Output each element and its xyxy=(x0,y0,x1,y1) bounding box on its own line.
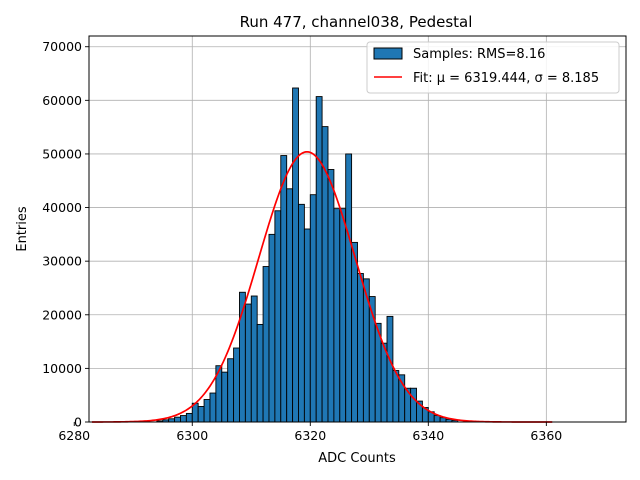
legend-swatch-histogram xyxy=(373,47,403,60)
histogram-bar xyxy=(244,303,252,423)
histogram-bar xyxy=(262,266,270,423)
histogram-bar xyxy=(209,392,217,423)
fit-curve-group xyxy=(91,150,553,423)
histogram-bar xyxy=(357,273,364,423)
chart-title: Run 477, channel038, Pedestal xyxy=(240,13,473,31)
y-tick-label: 70000 xyxy=(42,39,82,54)
histogram-bar xyxy=(274,210,282,423)
histogram-bar xyxy=(233,347,240,423)
histogram-bars xyxy=(156,87,459,423)
histogram-bar xyxy=(410,387,417,423)
fit-curve xyxy=(91,150,553,423)
histogram-bar xyxy=(303,228,311,423)
x-tick-label: 6340 xyxy=(412,428,444,443)
y-tick-label: 20000 xyxy=(42,307,82,322)
x-tick-label: 6300 xyxy=(176,428,208,443)
histogram-bar xyxy=(227,358,235,423)
x-tick-label: 6280 xyxy=(58,428,90,443)
histogram-bar xyxy=(180,415,187,423)
histogram-bar xyxy=(174,416,181,423)
histogram-bar xyxy=(380,342,388,423)
histogram-bar xyxy=(386,315,394,423)
histogram-bar xyxy=(392,370,400,423)
x-tick-label: 6320 xyxy=(294,428,326,443)
histogram-bar xyxy=(327,169,335,423)
x-axis-label: ADC Counts xyxy=(318,451,396,466)
y-tick-label: 60000 xyxy=(42,93,82,108)
legend-box xyxy=(366,41,620,94)
histogram-bar xyxy=(333,208,341,423)
y-tick-label: 30000 xyxy=(42,254,82,269)
x-tick-label: 6360 xyxy=(530,428,562,443)
histogram-bar xyxy=(345,153,353,423)
y-tick-label: 0 xyxy=(74,415,82,430)
histogram-bar xyxy=(339,208,347,423)
axis-ticks: 6280 6300 6320 6340 6360 0 10000 20000 30000 4000… xyxy=(42,39,562,443)
histogram-bar xyxy=(256,323,264,423)
y-tick-label: 10000 xyxy=(42,361,82,376)
y-tick-label: 40000 xyxy=(42,200,82,215)
histogram-bar xyxy=(250,295,258,423)
histogram-bar xyxy=(268,233,276,423)
y-axis-label: Entries xyxy=(15,206,30,252)
histogram-bar xyxy=(185,412,193,423)
histogram-bar xyxy=(315,96,323,423)
histogram-bar xyxy=(203,399,211,423)
histogram-bar xyxy=(221,371,229,423)
histogram-bar xyxy=(280,155,288,423)
histogram-bar xyxy=(292,87,299,423)
plot-frame xyxy=(88,35,627,423)
y-tick-label: 50000 xyxy=(42,146,82,161)
legend-label-fit: Fit: μ = 6319.444, σ = 8.185 xyxy=(413,71,599,86)
histogram-bar xyxy=(433,415,441,423)
histogram-bar xyxy=(197,406,205,423)
legend-label-histogram: Samples: RMS=8.16 xyxy=(413,47,545,62)
legend: Samples: RMS=8.16 Fit: μ = 6319.444, σ =… xyxy=(366,41,620,94)
histogram-bar xyxy=(298,203,305,423)
histogram-bar xyxy=(309,194,317,423)
histogram-bar xyxy=(439,417,447,423)
histogram-bar xyxy=(286,188,294,423)
histogram-bar xyxy=(351,241,358,423)
